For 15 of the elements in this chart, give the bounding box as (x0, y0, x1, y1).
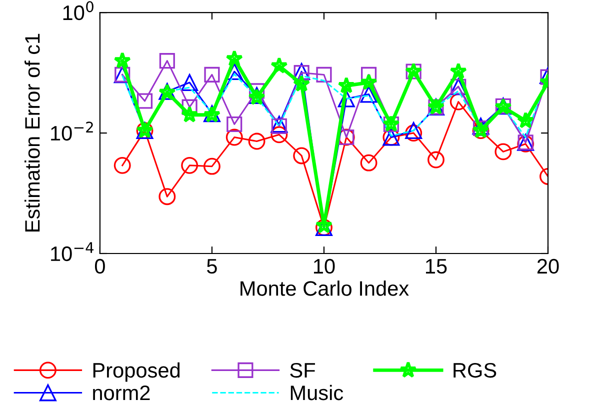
legend-label: SF (290, 362, 315, 378)
x-tick-label: 0 (94, 258, 105, 274)
x-tick-label: 20 (537, 258, 559, 274)
y-tick-label: 10$^{−2}$ (51, 122, 93, 141)
x-tick-label: 15 (426, 259, 447, 274)
y-tick-label: 10$^{0}$ (63, 1, 94, 20)
y-tick-label: 10$^{−4}$ (51, 242, 94, 262)
legend-label: Music (290, 384, 344, 400)
legend-label: RGS (454, 362, 496, 378)
x-axis-title: Monte Carlo Index (240, 280, 409, 296)
legend-label: norm2 (93, 385, 150, 400)
x-tick-label: 10 (314, 258, 335, 274)
legend-label: Proposed (93, 362, 180, 382)
y-axis-title: Estimation Error of c1 (24, 34, 40, 232)
x-tick-label: 5 (207, 259, 217, 274)
